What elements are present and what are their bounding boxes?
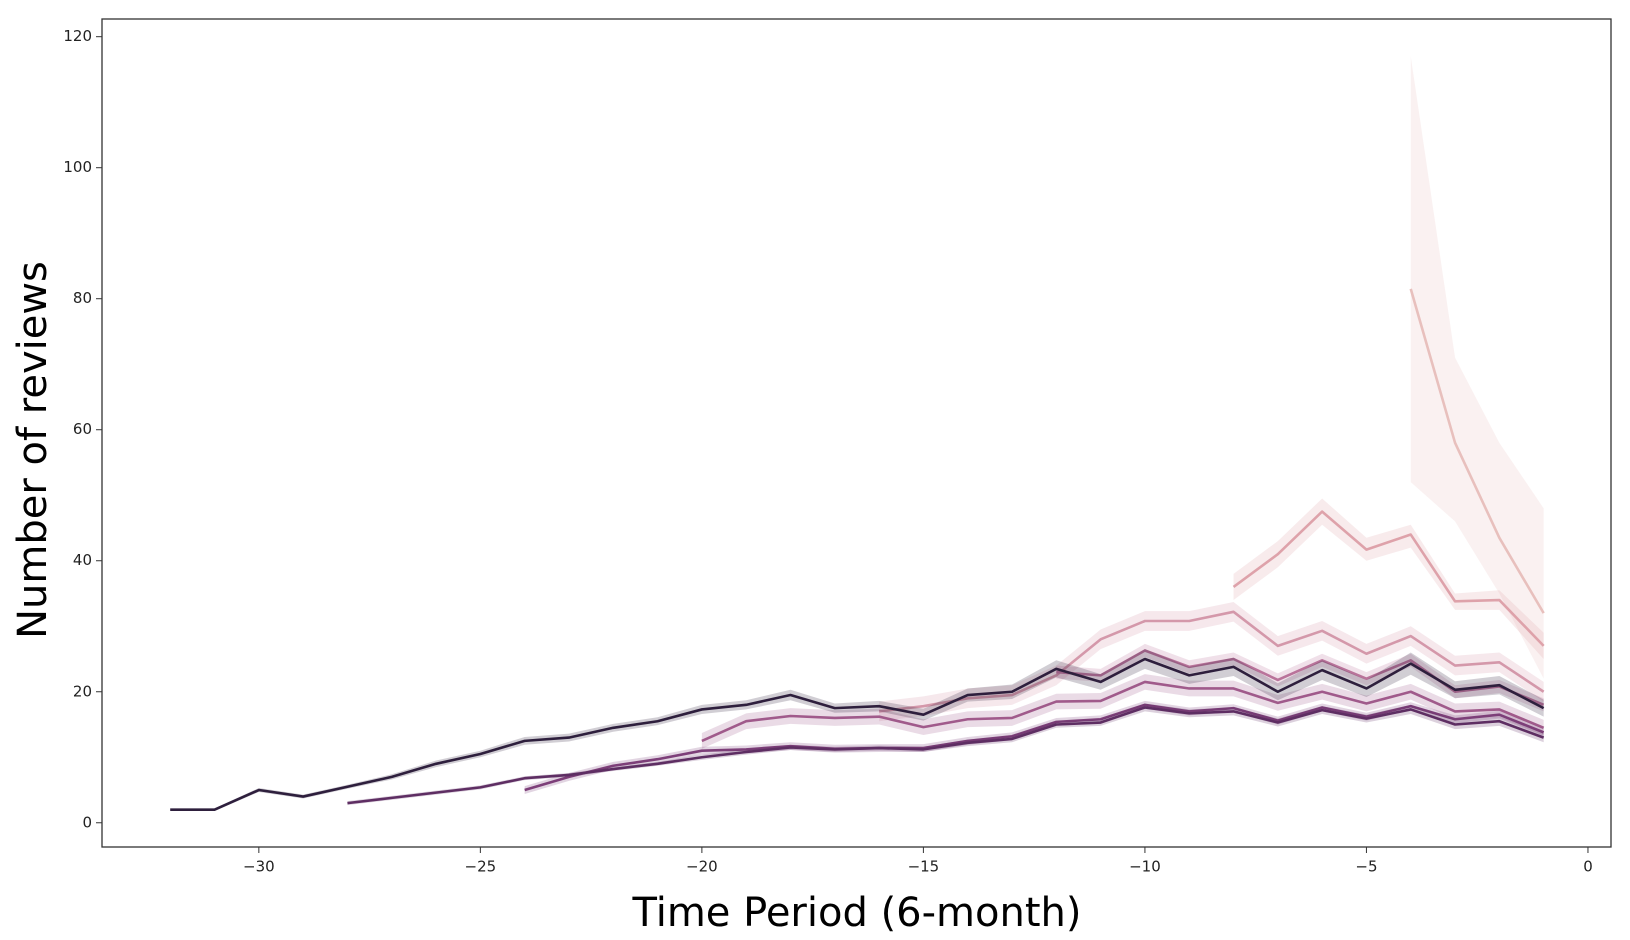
x-tick-label: −5 <box>1355 858 1377 876</box>
x-tick-label: −25 <box>465 858 497 876</box>
y-tick-label: 120 <box>63 27 92 45</box>
y-tick-label: 20 <box>73 682 92 700</box>
x-tick-label: −10 <box>1129 858 1161 876</box>
x-tick-label: −20 <box>686 858 718 876</box>
x-axis-label: Time Period (6-month) <box>632 890 1082 936</box>
series-line <box>878 610 1545 713</box>
series-line <box>1232 510 1545 647</box>
y-axis-label: Number of reviews <box>10 261 56 639</box>
y-tick-label: 60 <box>73 420 92 438</box>
series-line <box>170 657 1545 811</box>
series-line <box>701 680 1545 743</box>
y-tick-label: 80 <box>73 289 92 307</box>
confidence-band <box>1410 56 1544 679</box>
series-line <box>524 703 1545 792</box>
confidence-band <box>170 649 1544 811</box>
x-tick-label: −30 <box>243 858 275 876</box>
x-tick-label: −15 <box>908 858 940 876</box>
y-tick-label: 0 <box>82 813 92 831</box>
series-line <box>347 706 1545 805</box>
series-line <box>1409 288 1545 614</box>
confidence-band <box>879 602 1544 722</box>
x-tick-label: 0 <box>1583 858 1593 876</box>
y-tick-label: 40 <box>73 551 92 569</box>
confidence-band <box>701 674 1544 749</box>
confidence-band <box>524 700 1544 794</box>
series-line <box>1056 649 1545 707</box>
y-tick-label: 100 <box>63 158 92 176</box>
confidence-band <box>1056 643 1544 712</box>
plot-frame <box>101 18 1612 848</box>
